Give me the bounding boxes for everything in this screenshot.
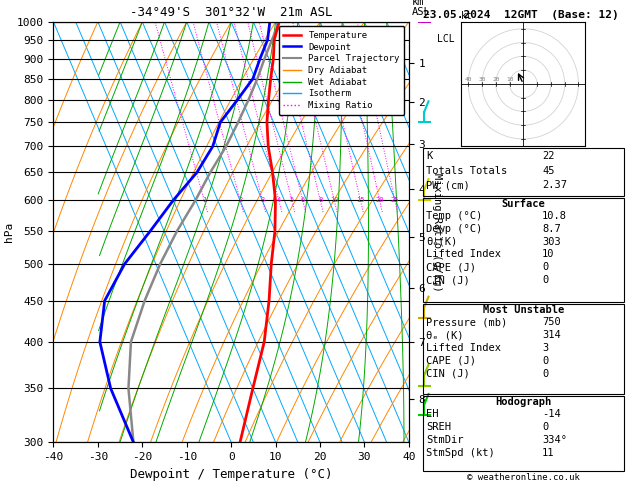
Text: 23.05.2024  12GMT  (Base: 12): 23.05.2024 12GMT (Base: 12) xyxy=(423,11,618,20)
Text: θₑ(K): θₑ(K) xyxy=(426,237,457,246)
Text: 750: 750 xyxy=(542,317,561,328)
Text: 30: 30 xyxy=(478,77,486,82)
Text: 5: 5 xyxy=(289,197,294,203)
Text: 1: 1 xyxy=(202,197,206,203)
Text: 0: 0 xyxy=(542,275,548,285)
X-axis label: Dewpoint / Temperature (°C): Dewpoint / Temperature (°C) xyxy=(130,468,332,481)
Text: 2.37: 2.37 xyxy=(542,180,567,190)
Text: 2: 2 xyxy=(238,197,242,203)
Text: 314: 314 xyxy=(542,330,561,340)
Text: PW (cm): PW (cm) xyxy=(426,180,470,190)
Text: Hodograph: Hodograph xyxy=(495,397,552,407)
Text: 15: 15 xyxy=(356,197,365,203)
Text: 0: 0 xyxy=(542,356,548,366)
Text: 40: 40 xyxy=(464,77,472,82)
Title: -34°49'S  301°32'W  21m ASL: -34°49'S 301°32'W 21m ASL xyxy=(130,6,332,19)
Text: © weatheronline.co.uk: © weatheronline.co.uk xyxy=(467,473,580,482)
Text: 0: 0 xyxy=(542,422,548,432)
Text: Temp (°C): Temp (°C) xyxy=(426,211,482,221)
Text: Totals Totals: Totals Totals xyxy=(426,166,507,175)
Text: 8.7: 8.7 xyxy=(542,224,561,234)
Text: 10: 10 xyxy=(506,77,513,82)
Text: 0: 0 xyxy=(542,262,548,272)
Text: Most Unstable: Most Unstable xyxy=(482,305,564,315)
Text: CAPE (J): CAPE (J) xyxy=(426,262,476,272)
Text: θₑ (K): θₑ (K) xyxy=(426,330,464,340)
Text: LCL: LCL xyxy=(437,34,455,44)
Legend: Temperature, Dewpoint, Parcel Trajectory, Dry Adiabat, Wet Adiabat, Isotherm, Mi: Temperature, Dewpoint, Parcel Trajectory… xyxy=(279,26,404,115)
Text: K: K xyxy=(426,151,432,161)
Text: 4: 4 xyxy=(277,197,281,203)
Text: 25: 25 xyxy=(391,197,399,203)
Text: Lifted Index: Lifted Index xyxy=(426,343,501,353)
Text: Surface: Surface xyxy=(501,199,545,208)
Text: 22: 22 xyxy=(542,151,555,161)
Y-axis label: Mixing Ratio (g/kg): Mixing Ratio (g/kg) xyxy=(432,173,442,292)
Text: CIN (J): CIN (J) xyxy=(426,275,470,285)
Text: 20: 20 xyxy=(376,197,384,203)
Text: SREH: SREH xyxy=(426,422,451,432)
Text: 6: 6 xyxy=(301,197,305,203)
Text: 20: 20 xyxy=(492,77,499,82)
Text: 334°: 334° xyxy=(542,435,567,445)
Text: 0: 0 xyxy=(542,369,548,379)
Text: 3: 3 xyxy=(260,197,265,203)
Text: 11: 11 xyxy=(542,448,555,458)
Text: CAPE (J): CAPE (J) xyxy=(426,356,476,366)
Text: 10.8: 10.8 xyxy=(542,211,567,221)
Text: Lifted Index: Lifted Index xyxy=(426,249,501,260)
Text: km
ASL: km ASL xyxy=(412,0,431,17)
Text: 8: 8 xyxy=(318,197,322,203)
Text: EH: EH xyxy=(426,409,438,419)
Text: 10: 10 xyxy=(542,249,555,260)
Text: Dewp (°C): Dewp (°C) xyxy=(426,224,482,234)
Text: 303: 303 xyxy=(542,237,561,246)
Text: 3: 3 xyxy=(542,343,548,353)
Text: Pressure (mb): Pressure (mb) xyxy=(426,317,507,328)
Text: kt: kt xyxy=(461,11,473,21)
Text: StmSpd (kt): StmSpd (kt) xyxy=(426,448,494,458)
Text: StmDir: StmDir xyxy=(426,435,464,445)
Y-axis label: hPa: hPa xyxy=(4,222,14,242)
Text: CIN (J): CIN (J) xyxy=(426,369,470,379)
Text: 45: 45 xyxy=(542,166,555,175)
Text: -14: -14 xyxy=(542,409,561,419)
Text: 10: 10 xyxy=(330,197,338,203)
